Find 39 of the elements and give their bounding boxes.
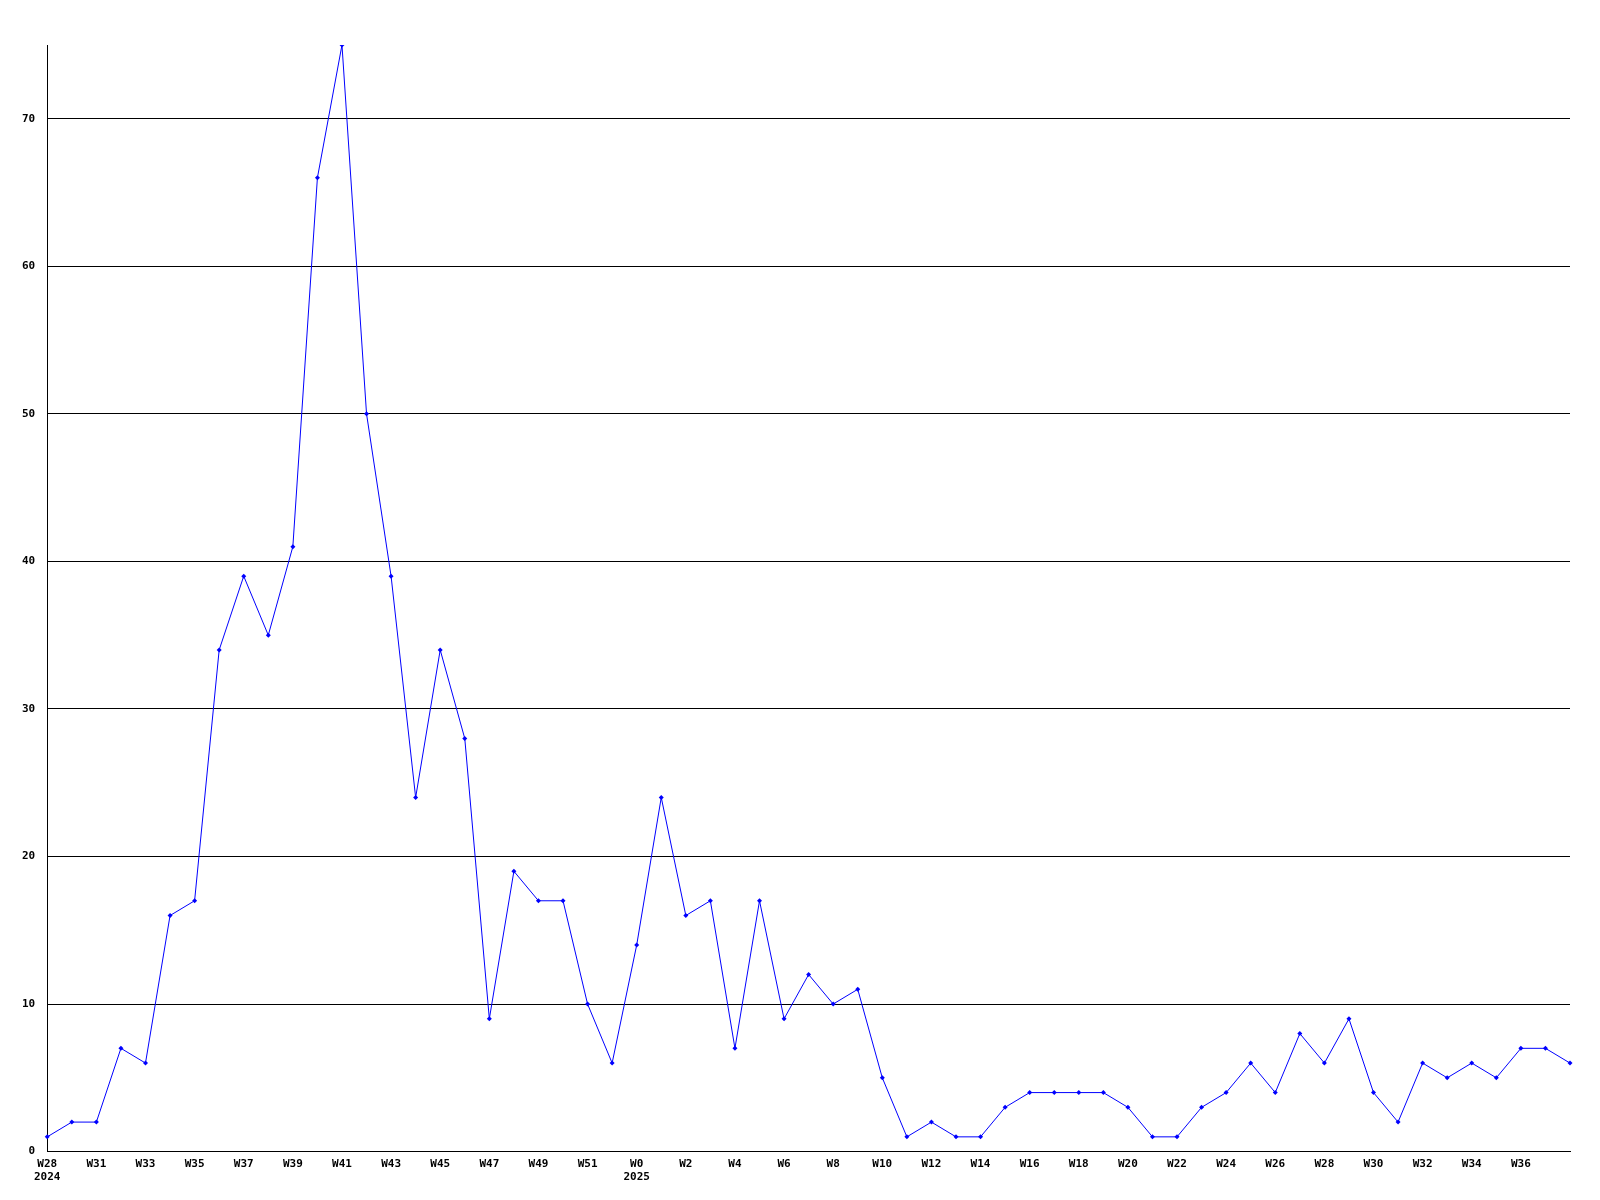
y-tick-label: 50 [22, 406, 36, 420]
x-tick-label: W41 [332, 1157, 353, 1171]
x-tick-label: W8 [826, 1157, 840, 1171]
x-tick-label: W22 [1167, 1157, 1187, 1171]
x-tick-label: W10 [872, 1157, 893, 1171]
x-tick-label: W36 [1510, 1157, 1532, 1171]
x-tick-label: W0 2025 [623, 1157, 650, 1184]
x-tick-label: W24 [1216, 1157, 1237, 1171]
x-tick-label: W49 [528, 1157, 549, 1171]
x-tick-label: W2 [679, 1157, 693, 1171]
x-tick-label: W35 [184, 1157, 205, 1171]
x-tick-label: W16 [1019, 1157, 1040, 1171]
x-tick-label: W18 [1068, 1157, 1089, 1171]
x-tick-label: W45 [430, 1157, 451, 1171]
x-tick-label: W39 [282, 1157, 303, 1171]
y-tick-label: 20 [22, 849, 36, 863]
y-tick-label: 70 [22, 111, 36, 125]
x-tick-label: W26 [1265, 1157, 1286, 1171]
x-tick-label: W4 [728, 1157, 742, 1171]
x-tick-label: W12 [921, 1157, 942, 1171]
x-tick-label: W30 [1363, 1157, 1384, 1171]
x-tick-label: W34 [1461, 1157, 1483, 1171]
x-tick-label: W51 [577, 1157, 598, 1171]
y-tick-label: 10 [22, 996, 36, 1010]
x-tick-label: W33 [135, 1157, 156, 1171]
x-tick-label: W32 [1412, 1157, 1433, 1171]
x-tick-label: W37 [233, 1157, 254, 1171]
x-tick-label: W14 [970, 1157, 991, 1171]
y-tick-label: 40 [22, 554, 36, 568]
x-tick-label: W47 [479, 1157, 500, 1171]
y-tick-label: 0 [28, 1144, 36, 1158]
x-tick-label: W28 [1314, 1157, 1335, 1171]
x-tick-label: W6 [777, 1157, 792, 1171]
x-tick-label: W28 2024 [34, 1157, 61, 1184]
x-tick-label: W31 [86, 1157, 107, 1171]
y-tick-label: 30 [22, 701, 36, 715]
x-tick-label: W43 [381, 1157, 402, 1171]
y-tick-label: 60 [22, 259, 36, 273]
x-tick-label: W20 [1117, 1157, 1138, 1171]
